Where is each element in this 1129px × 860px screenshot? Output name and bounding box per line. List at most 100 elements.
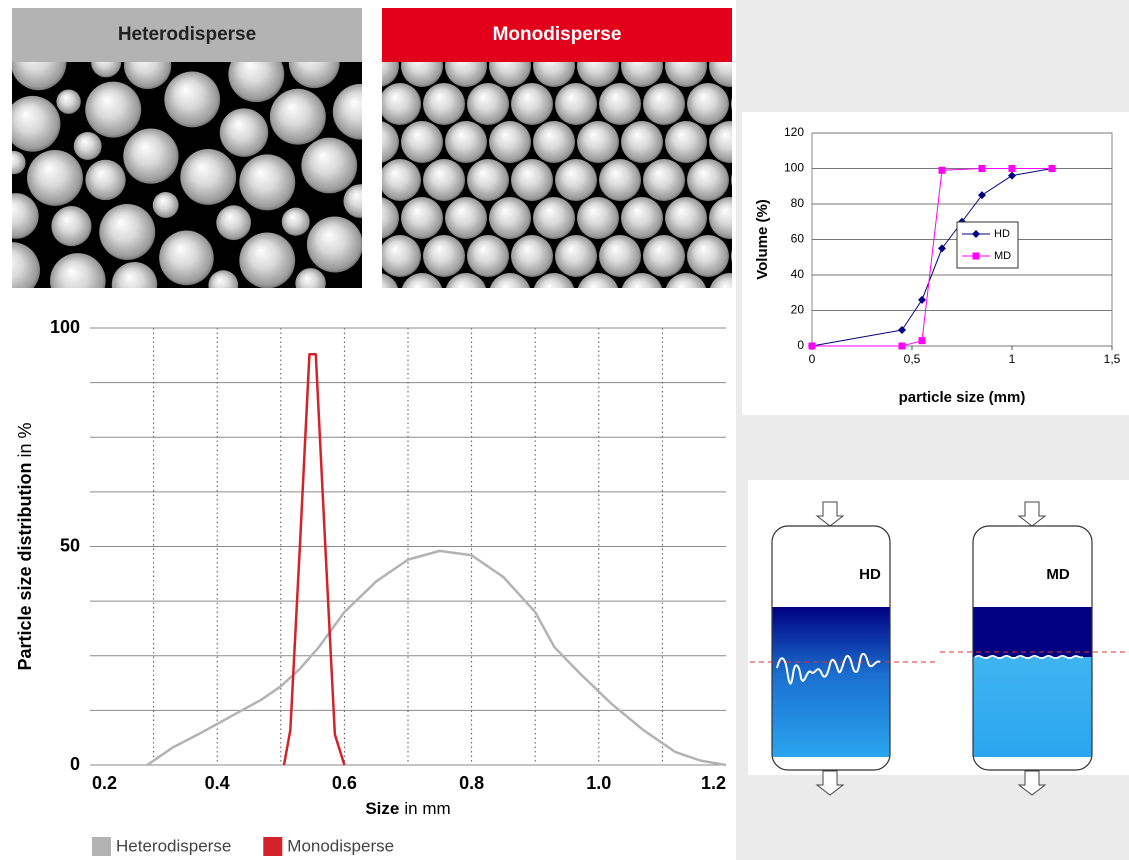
- x-tick-label: 1.0: [586, 773, 611, 793]
- sphere: [577, 197, 619, 239]
- sphere: [577, 273, 619, 288]
- header: Heterodisperse: [118, 24, 256, 45]
- sphere: [219, 108, 269, 157]
- legend-label: Monodisperse: [287, 836, 394, 855]
- sphere: [382, 121, 399, 163]
- sphere: [306, 216, 362, 273]
- y-tick-label: 120: [784, 125, 804, 139]
- sphere: [731, 97, 732, 111]
- sphere: [489, 197, 531, 239]
- sphere: [445, 121, 487, 163]
- x-axis-label-unit: in mm: [404, 799, 450, 818]
- y-tick-label: 60: [791, 232, 805, 246]
- sphere: [665, 62, 707, 87]
- series-line: [282, 352, 346, 766]
- sphere: [621, 121, 663, 163]
- sphere: [159, 230, 214, 286]
- sphere: [533, 62, 575, 87]
- sphere: [555, 159, 597, 201]
- sphere: [467, 235, 509, 277]
- sphere: [709, 273, 732, 288]
- sphere: [332, 83, 362, 140]
- y-tick-label: 0: [70, 754, 80, 774]
- column-label: HD: [859, 566, 881, 583]
- legend-swatch: [263, 837, 283, 856]
- sphere: [343, 184, 362, 218]
- arrow: [1017, 770, 1047, 796]
- sphere: [56, 89, 81, 114]
- sphere: [555, 235, 597, 277]
- sphere: [85, 81, 142, 138]
- front: [974, 654, 1084, 660]
- sphere: [27, 149, 83, 206]
- sphere: [533, 197, 575, 239]
- chart-box: [742, 112, 1129, 415]
- sphere: [687, 235, 729, 277]
- front: [776, 653, 881, 685]
- header: Monodisperse: [493, 24, 622, 45]
- sphere: [152, 192, 179, 218]
- marker: [918, 337, 926, 345]
- sphere: [489, 121, 531, 163]
- column-label: MD: [1046, 566, 1069, 583]
- sphere: [281, 207, 310, 236]
- header-box: [12, 8, 362, 62]
- x-tick-label: 0.6: [332, 773, 357, 793]
- y-tick-label: 80: [791, 196, 805, 210]
- sphere: [124, 62, 172, 90]
- y-tick-label: 100: [50, 317, 80, 337]
- marker: [898, 342, 906, 350]
- sphere: [687, 159, 729, 201]
- y-tick-label: 50: [60, 535, 80, 555]
- marker: [938, 166, 946, 174]
- legend-label: MD: [994, 250, 1011, 262]
- x-tick-label: 0,5: [904, 352, 921, 366]
- sphere: [51, 206, 92, 247]
- series-line: [811, 168, 1053, 347]
- sphere: [599, 159, 641, 201]
- sphere: [709, 62, 732, 87]
- sphere: [239, 232, 296, 288]
- sphere: [423, 235, 465, 277]
- sphere: [164, 71, 221, 128]
- marker: [1008, 171, 1016, 180]
- marker: [938, 244, 946, 253]
- y-axis-label: Volume (%): [754, 199, 771, 280]
- sphere: [599, 235, 641, 277]
- sphere: [123, 128, 179, 184]
- y-tick-label: 100: [784, 161, 804, 175]
- sphere: [216, 205, 252, 241]
- sphere: [12, 193, 39, 239]
- sphere: [467, 83, 509, 125]
- x-tick-label: 0.8: [459, 773, 484, 793]
- sphere: [111, 261, 158, 288]
- sphere: [467, 159, 509, 201]
- legend-box: [956, 221, 1019, 269]
- sphere: [180, 149, 237, 205]
- y-tick-label: 0: [797, 338, 804, 352]
- sphere: [382, 273, 399, 288]
- sphere: [621, 197, 663, 239]
- sphere: [423, 83, 465, 125]
- sphere: [445, 197, 487, 239]
- sphere: [643, 235, 685, 277]
- y-tick-label: 40: [791, 267, 805, 281]
- x-tick-label: 1: [1009, 352, 1016, 366]
- sphere: [12, 62, 67, 91]
- sphere: [731, 249, 732, 263]
- sphere: [599, 83, 641, 125]
- marker: [808, 342, 816, 350]
- sphere: [12, 95, 61, 152]
- arrow: [815, 770, 845, 796]
- sphere: [511, 83, 553, 125]
- x-tick-label: 0: [809, 352, 816, 366]
- sphere: [269, 88, 326, 145]
- sphere: [555, 83, 597, 125]
- marker: [1048, 165, 1056, 172]
- sphere: [445, 273, 487, 288]
- sphere: [401, 62, 443, 87]
- column-diagram: HD MD: [750, 501, 1129, 796]
- sphere: [12, 242, 41, 288]
- sphere: [511, 159, 553, 201]
